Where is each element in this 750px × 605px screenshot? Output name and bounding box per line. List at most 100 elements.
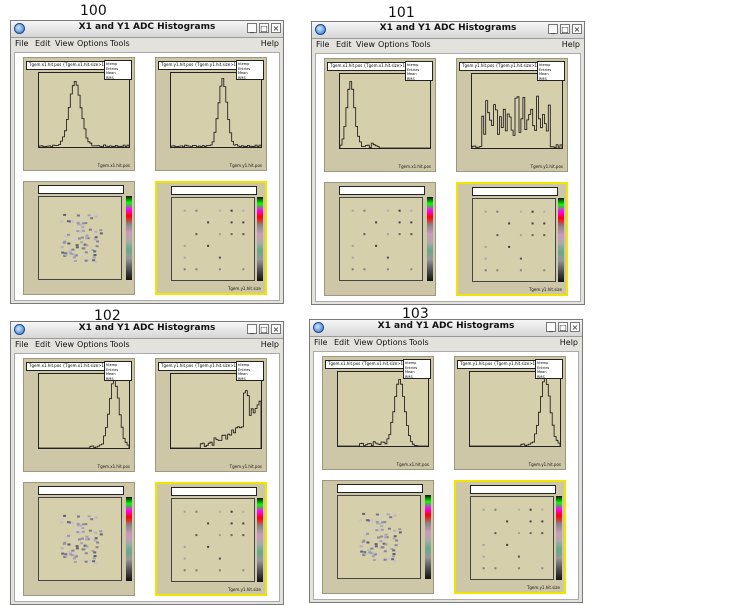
scatter-title-bar <box>470 485 556 494</box>
pad-1[interactable]: Tgem.x1.hit.pos {Tgem.x1.hit.size>1} htem… <box>324 58 436 172</box>
menu-options[interactable]: Options <box>376 338 407 347</box>
scatter-point <box>386 209 389 212</box>
scatter-point <box>183 209 186 212</box>
menu-edit[interactable]: Edit <box>35 39 51 48</box>
scatter-point <box>541 508 544 511</box>
heatmap-cell <box>362 539 366 542</box>
scatter-point <box>484 257 487 260</box>
window-titlebar[interactable]: X1 and Y1 ADC Histograms _ □ × <box>11 322 283 339</box>
histogram-window-p101[interactable]: X1 and Y1 ADC Histograms _ □ × File Edit View O… <box>311 21 585 305</box>
histogram-window-p102[interactable]: X1 and Y1 ADC Histograms _ □ × File Edit View O… <box>10 321 284 605</box>
pad-3[interactable] <box>23 482 135 596</box>
pad-3[interactable] <box>324 182 436 296</box>
histogram-window-p100[interactable]: X1 and Y1 ADC Histograms _ □ × File Edit View O… <box>10 20 284 304</box>
pad-1[interactable]: Tgem.x1.hit.pos {Tgem.x1.hit.size>1} htem… <box>23 57 135 171</box>
pad-2[interactable]: Tgem.y1.hit.pos {Tgem.y1.hit.size>1} htem… <box>155 57 267 171</box>
pad-2[interactable]: Tgem.y1.hit.pos {Tgem.y1.hit.size>1} htem… <box>155 358 267 472</box>
heatmap-cell <box>70 253 74 256</box>
close-button[interactable]: × <box>572 24 582 34</box>
pad-1[interactable]: Tgem.x1.hit.pos {Tgem.x1.hit.size>1} htem… <box>23 358 135 472</box>
menu-options[interactable]: Options <box>77 39 108 48</box>
pad-4[interactable]: Tgem.y1.hit.size <box>155 482 267 596</box>
x-axis-label: Tgem.y1.hit.pos <box>229 163 262 168</box>
menu-tools[interactable]: Tools <box>409 338 429 347</box>
menu-help[interactable]: Help <box>260 39 279 48</box>
maximize-button[interactable]: □ <box>259 23 269 33</box>
menu-options[interactable]: Options <box>77 340 108 349</box>
scatter-point <box>230 221 233 224</box>
menu-edit[interactable]: Edit <box>336 40 352 49</box>
heatmap-cell <box>79 517 83 520</box>
heatmap-cell <box>84 251 88 254</box>
heatmap-cell <box>377 536 380 539</box>
scatter-point <box>484 210 487 213</box>
scatter-point <box>218 209 221 212</box>
menu-view[interactable]: View <box>356 40 375 49</box>
root-canvas[interactable]: Tgem.x1.hit.pos {Tgem.x1.hit.size>1} htem… <box>14 52 280 301</box>
root-canvas[interactable]: Tgem.x1.hit.pos {Tgem.x1.hit.size>1} htem… <box>14 353 280 602</box>
menu-edit[interactable]: Edit <box>334 338 350 347</box>
heatmap-cell <box>392 537 396 540</box>
close-button[interactable]: × <box>271 324 281 334</box>
pad-3[interactable] <box>23 181 135 295</box>
pad-3[interactable] <box>322 480 434 594</box>
x-axis-label: Tgem.y1.hit.size <box>227 587 261 592</box>
menu-file[interactable]: File <box>316 40 330 49</box>
pad-2[interactable]: Tgem.y1.hit.pos {Tgem.y1.hit.size>1} htem… <box>454 356 566 470</box>
menu-help[interactable]: Help <box>559 338 578 347</box>
frame-label-101: 101 <box>388 5 415 21</box>
maximize-button[interactable]: □ <box>259 324 269 334</box>
heatmap-cell <box>63 514 67 517</box>
menu-tools[interactable]: Tools <box>411 40 431 49</box>
menu-tools[interactable]: Tools <box>110 340 130 349</box>
menu-help[interactable]: Help <box>561 40 580 49</box>
menu-tools[interactable]: Tools <box>110 39 130 48</box>
menu-edit[interactable]: Edit <box>35 340 51 349</box>
minimize-button[interactable]: _ <box>548 24 558 34</box>
heatmap-cell <box>392 549 396 552</box>
stats-line: Mean <box>106 71 116 75</box>
close-button[interactable]: × <box>271 23 281 33</box>
menu-file[interactable]: File <box>15 39 29 48</box>
x-axis-label: Tgem.x1.hit.pos <box>396 462 429 467</box>
histogram-title: Tgem.x1.hit.pos {Tgem.x1.hit.size>1} <box>26 61 110 70</box>
pad-4[interactable]: Tgem.y1.hit.size <box>155 181 267 295</box>
heatmap-cell <box>88 559 91 562</box>
minimize-button[interactable]: _ <box>247 23 257 33</box>
menu-file[interactable]: File <box>15 340 29 349</box>
pad-2[interactable]: Tgem.y1.hit.pos {Tgem.y1.hit.size>1} htem… <box>456 58 568 172</box>
root-canvas[interactable]: Tgem.x1.hit.pos {Tgem.x1.hit.size>1} htem… <box>313 351 579 600</box>
window-titlebar[interactable]: X1 and Y1 ADC Histograms _ □ × <box>312 22 584 39</box>
pad-4[interactable]: Tgem.y1.hit.size <box>454 480 566 594</box>
menu-view[interactable]: View <box>55 340 74 349</box>
scatter-point <box>195 510 198 513</box>
menu-view[interactable]: View <box>55 39 74 48</box>
maximize-button[interactable]: □ <box>558 322 568 332</box>
stats-line: Mean <box>238 372 248 376</box>
histogram-title: Tgem.x1.hit.pos {Tgem.x1.hit.size>1} <box>325 360 409 369</box>
minimize-button[interactable]: _ <box>247 324 257 334</box>
menu-view[interactable]: View <box>354 338 373 347</box>
menu-help[interactable]: Help <box>260 340 279 349</box>
pad-1[interactable]: Tgem.x1.hit.pos {Tgem.x1.hit.size>1} htem… <box>322 356 434 470</box>
maximize-button[interactable]: □ <box>560 24 570 34</box>
close-button[interactable]: × <box>570 322 580 332</box>
scatter-point <box>543 234 546 237</box>
heatmap-cell <box>392 553 396 555</box>
x-axis-label: Tgem.y1.hit.pos <box>528 462 561 467</box>
window-titlebar[interactable]: X1 and Y1 ADC Histograms _ □ × <box>11 21 283 38</box>
minimize-button[interactable]: _ <box>546 322 556 332</box>
heatmap-cell <box>75 244 79 247</box>
root-canvas[interactable]: Tgem.x1.hit.pos {Tgem.x1.hit.size>1} htem… <box>315 53 581 302</box>
histogram-window-p103[interactable]: X1 and Y1 ADC Histograms _ □ × File Edit View O… <box>309 319 583 603</box>
scatter-point <box>531 234 534 237</box>
menu-options[interactable]: Options <box>378 40 409 49</box>
scatter-point <box>508 222 511 225</box>
menu-file[interactable]: File <box>314 338 328 347</box>
heatmap-cell <box>85 244 89 247</box>
pad-4[interactable]: Tgem.y1.hit.size <box>456 182 568 296</box>
window-titlebar[interactable]: X1 and Y1 ADC Histograms _ □ × <box>310 320 582 337</box>
frame-label-102: 102 <box>94 308 121 324</box>
heatmap-cell <box>64 554 68 557</box>
heatmap-cell <box>94 516 98 519</box>
